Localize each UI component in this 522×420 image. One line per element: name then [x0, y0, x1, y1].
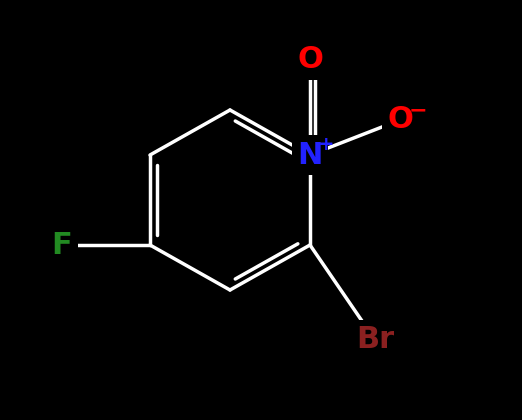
Text: O: O	[387, 105, 413, 134]
Text: −: −	[409, 100, 428, 120]
Text: N: N	[298, 141, 323, 170]
Text: O: O	[297, 45, 323, 74]
Text: +: +	[318, 136, 334, 155]
Text: Br: Br	[356, 326, 394, 354]
Text: F: F	[52, 231, 73, 260]
